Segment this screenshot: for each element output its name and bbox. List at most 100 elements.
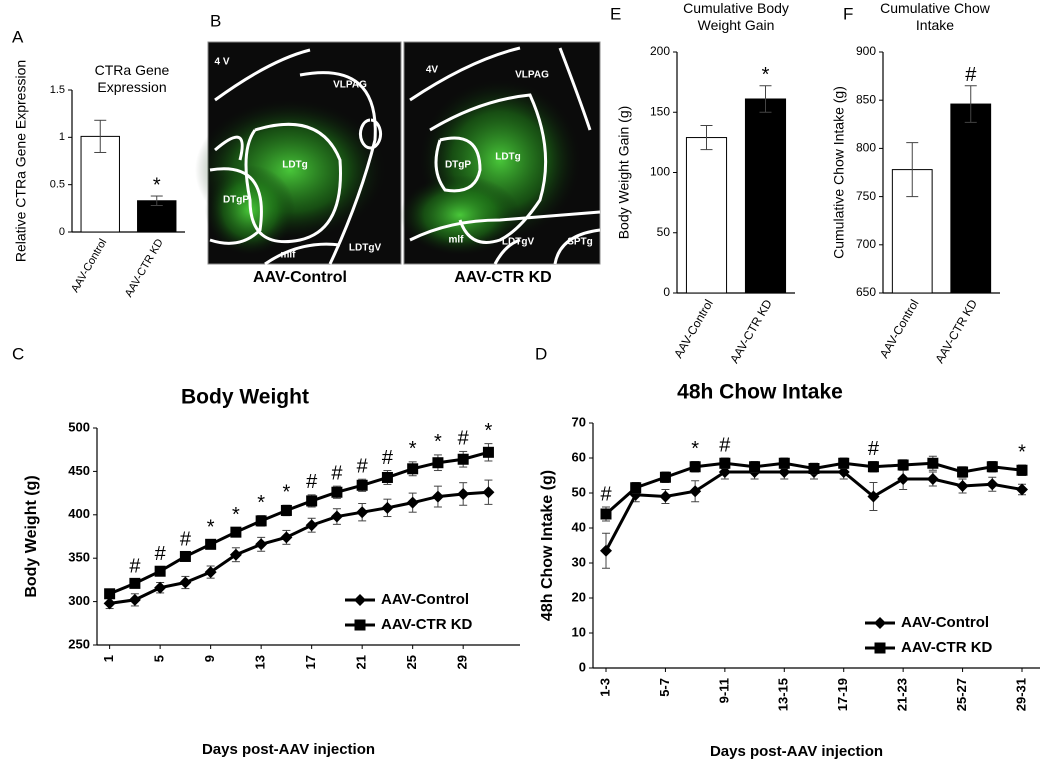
y-tick-label: 20 xyxy=(572,589,586,604)
significance-mark: * xyxy=(762,64,770,86)
outline xyxy=(409,46,601,265)
significance-mark: # xyxy=(458,428,470,450)
y-tick-label: 500 xyxy=(68,419,90,434)
y-tick-label: 350 xyxy=(68,550,90,565)
marker xyxy=(330,510,343,523)
x-tick-label: 9-11 xyxy=(716,678,731,703)
x-tick-label: 29-31 xyxy=(1013,678,1028,711)
x-tick-label: 21 xyxy=(354,655,369,669)
marker xyxy=(808,463,820,474)
marker xyxy=(1016,464,1028,476)
legend-entry: AAV-CTR KD xyxy=(865,639,993,656)
error-bar xyxy=(964,85,977,123)
marker xyxy=(838,457,850,469)
marker xyxy=(482,446,494,458)
y-tick-label: 0.5 xyxy=(50,179,65,191)
y-tick-label: 0 xyxy=(663,285,670,299)
marker xyxy=(255,538,268,551)
x-tick-label: 25-27 xyxy=(954,678,969,711)
x-tick-label: 1-3 xyxy=(597,678,612,697)
x-axis-label: Days post-AAV injection xyxy=(202,741,375,758)
x-tick-label: 1 xyxy=(101,655,116,662)
x-tick-label: 21-23 xyxy=(895,678,910,711)
x-tick-label: 13-15 xyxy=(776,678,791,711)
marker xyxy=(179,576,192,589)
marker xyxy=(957,466,969,478)
significance-mark: # xyxy=(306,471,318,493)
marker xyxy=(354,594,366,606)
x-tick-label: AAV-Control xyxy=(671,297,716,360)
marker xyxy=(867,461,879,473)
y-tick-label: 650 xyxy=(856,285,876,299)
marker xyxy=(600,544,612,557)
y-tick-label: 850 xyxy=(856,92,876,106)
x-tick-label: AAV-CTR KD xyxy=(932,297,980,366)
marker xyxy=(104,588,116,600)
marker xyxy=(280,531,293,544)
region-label: VLPAG xyxy=(515,70,549,81)
region-label: LDTgV xyxy=(349,243,382,254)
significance-mark: * xyxy=(691,438,699,460)
marker xyxy=(406,496,419,509)
region-label: VLPAG xyxy=(333,80,367,91)
series-line xyxy=(109,450,489,596)
image-caption: AAV-Control xyxy=(253,269,347,286)
marker xyxy=(897,473,910,485)
panel-label: F xyxy=(843,4,853,23)
y-tick-label: 300 xyxy=(68,593,90,608)
legend-label: AAV-CTR KD xyxy=(381,616,473,633)
legend-label: AAV-Control xyxy=(901,614,989,631)
y-tick-label: 10 xyxy=(572,624,586,639)
marker xyxy=(381,501,394,514)
marker xyxy=(432,457,444,469)
error-bar xyxy=(906,142,919,198)
marker xyxy=(874,617,886,629)
significance-mark: * xyxy=(283,482,291,504)
y-tick-label: 0 xyxy=(59,226,65,238)
marker xyxy=(356,506,369,519)
significance-mark: # xyxy=(600,483,612,505)
significance-mark: * xyxy=(257,492,265,514)
x-tick-label: 9 xyxy=(202,655,217,662)
region-label: mlf xyxy=(449,235,465,246)
marker xyxy=(457,487,470,500)
significance-mark: # xyxy=(719,434,731,456)
chart-title: CTRa Gene Expression xyxy=(94,62,170,95)
legend-entry: AAV-Control xyxy=(345,591,469,608)
marker xyxy=(719,457,731,469)
significance-mark: # xyxy=(965,64,977,86)
region-label: LDTgV xyxy=(502,237,535,248)
chart-title-box: Cumulative Chow Intake xyxy=(880,0,990,33)
y-tick-label: 700 xyxy=(856,237,876,251)
region-label: SPTg xyxy=(567,237,593,248)
y-axis-label: Body Weight Gain (g) xyxy=(616,106,632,240)
marker xyxy=(305,519,318,532)
bar xyxy=(685,137,728,294)
marker xyxy=(874,642,886,654)
marker xyxy=(407,463,419,475)
legend-entry: AAV-Control xyxy=(865,614,989,631)
x-tick-label: AAV-Control xyxy=(69,237,109,295)
marker xyxy=(659,490,672,503)
marker xyxy=(331,486,343,498)
error-bar xyxy=(700,125,713,151)
region-label: 4 V xyxy=(214,57,229,68)
y-tick-label: 900 xyxy=(856,44,876,58)
chart-title: Cumulative Body Weight Gain xyxy=(683,0,789,33)
image-caption: AAV-CTR KD xyxy=(454,269,551,286)
marker xyxy=(179,550,191,562)
marker xyxy=(229,548,242,561)
marker xyxy=(689,485,702,498)
fluorescence xyxy=(400,175,520,255)
significance-mark: * xyxy=(485,420,493,442)
x-tick-label: 17 xyxy=(303,655,318,669)
y-tick-label: 150 xyxy=(650,104,670,118)
significance-mark: # xyxy=(382,447,394,469)
x-tick-label: AAV-CTR KD xyxy=(123,237,166,300)
marker xyxy=(689,461,701,473)
legend-entry: AAV-CTR KD xyxy=(345,616,473,633)
chart-title-box: Cumulative Body Weight Gain xyxy=(683,0,789,33)
significance-mark: * xyxy=(409,438,417,460)
marker xyxy=(129,577,141,589)
